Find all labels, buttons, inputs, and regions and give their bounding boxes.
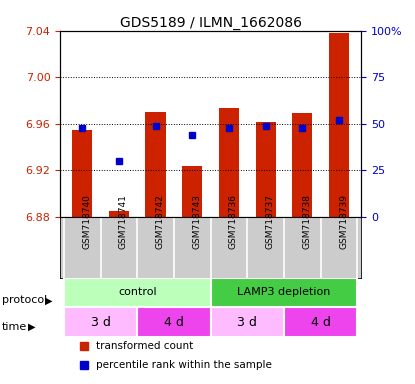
Text: GSM718738: GSM718738 — [303, 194, 311, 249]
Text: transformed count: transformed count — [96, 341, 193, 351]
Text: ▶: ▶ — [28, 322, 36, 332]
Text: time: time — [2, 322, 27, 332]
Bar — [146, 112, 166, 217]
Text: protocol: protocol — [2, 295, 47, 305]
Bar — [64, 307, 137, 337]
Bar — [284, 307, 357, 337]
Text: 3 d: 3 d — [90, 316, 110, 329]
Text: 4 d: 4 d — [311, 316, 331, 329]
Bar — [219, 108, 239, 217]
Bar — [64, 278, 211, 307]
Text: GSM718740: GSM718740 — [82, 194, 91, 249]
Bar — [72, 130, 92, 217]
Bar — [211, 278, 357, 307]
Text: control: control — [118, 288, 156, 298]
Bar — [292, 113, 312, 217]
Text: GSM718739: GSM718739 — [339, 194, 348, 249]
Bar — [211, 307, 284, 337]
Bar — [256, 122, 276, 217]
Text: LAMP3 depletion: LAMP3 depletion — [237, 288, 331, 298]
Text: GSM718741: GSM718741 — [119, 194, 128, 249]
Text: 3 d: 3 d — [237, 316, 257, 329]
Text: GSM718742: GSM718742 — [156, 195, 165, 249]
Text: GSM718737: GSM718737 — [266, 194, 275, 249]
Bar — [137, 307, 211, 337]
Text: GSM718743: GSM718743 — [192, 194, 201, 249]
Bar — [109, 211, 129, 217]
Bar — [329, 33, 349, 217]
Text: ▶: ▶ — [45, 295, 52, 305]
Text: GSM718736: GSM718736 — [229, 194, 238, 249]
Bar — [182, 166, 203, 217]
Title: GDS5189 / ILMN_1662086: GDS5189 / ILMN_1662086 — [120, 16, 302, 30]
Text: 4 d: 4 d — [164, 316, 184, 329]
Text: percentile rank within the sample: percentile rank within the sample — [96, 360, 272, 370]
